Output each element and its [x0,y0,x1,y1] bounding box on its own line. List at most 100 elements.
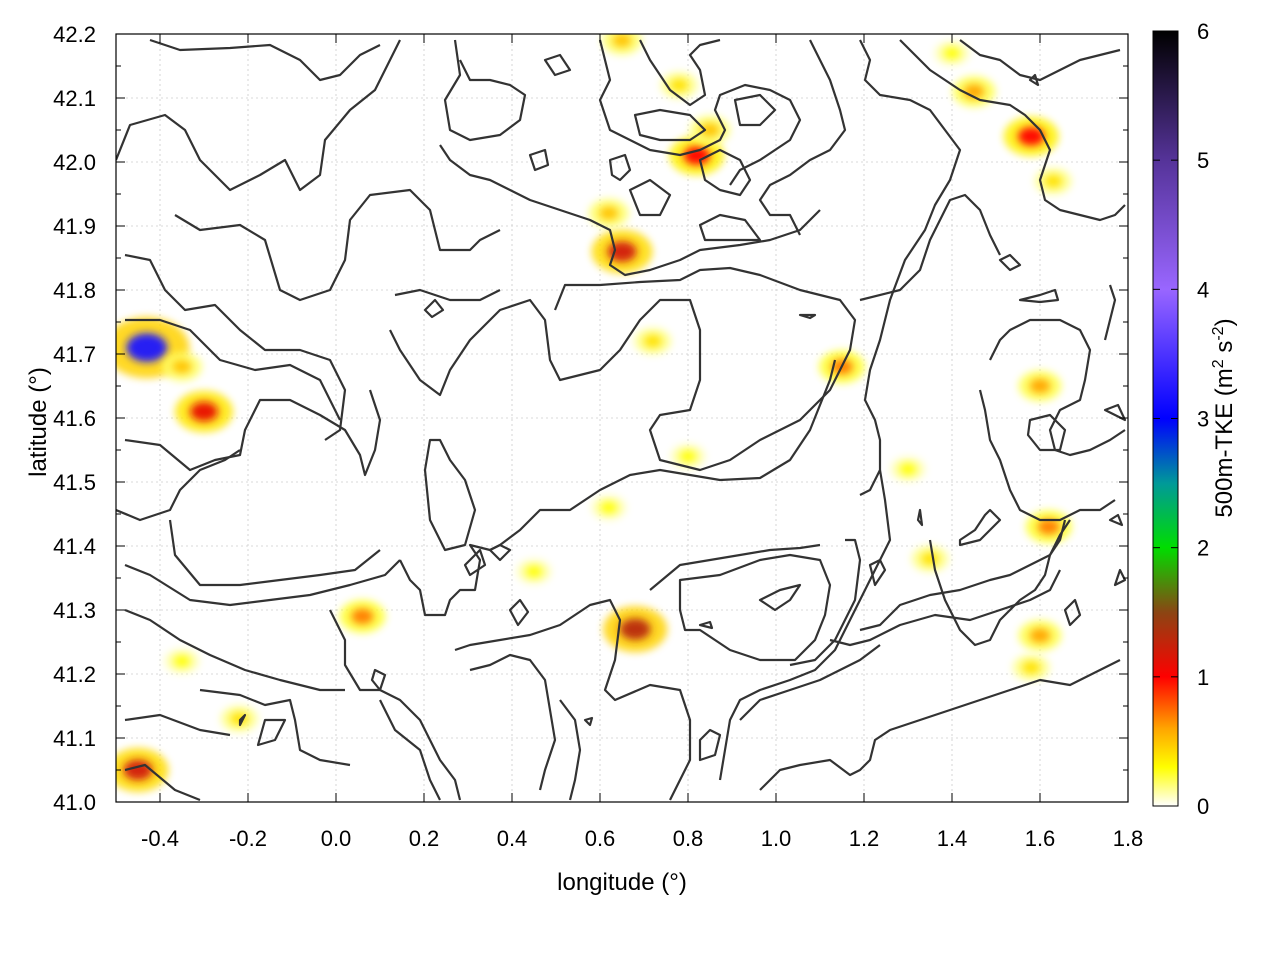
y-tick-label: 41.5 [53,470,96,495]
colorbar-tick-label: 5 [1197,148,1209,173]
y-tick-label: 41.8 [53,278,96,303]
contour-line [238,713,247,727]
axis-ticks [116,33,1129,803]
tke-hotspot [599,206,619,220]
tke-hotspot [921,552,939,566]
tke-hotspot [172,360,192,374]
contour-line [543,53,572,77]
x-tick-label: 1.6 [1025,826,1056,851]
contour-line [998,253,1022,272]
contour-line [1028,73,1040,87]
contour-line [718,469,892,781]
tke-hotspot [190,401,218,422]
y-tick-labels: 41.0 41.1 41.2 41.3 41.4 41.5 41.6 41.7 … [53,22,96,815]
contour-line [798,313,817,320]
contour-line [439,144,821,277]
contour-line [256,718,287,747]
colorbar-tick-label: 3 [1197,407,1209,432]
y-tick-label: 42.1 [53,86,96,111]
tke-field [116,34,1072,792]
y-tick-label: 42.0 [53,150,96,175]
tke-hotspot [612,34,632,48]
colorbar-title-sup1: 2 [1210,359,1227,368]
contour-line [463,548,487,577]
tke-hotspot [683,146,710,165]
colorbar-title-sup2: -2 [1210,326,1227,340]
tke-hotspot [643,334,662,348]
contour-line [1103,403,1127,422]
y-tick-label: 41.2 [53,662,96,687]
gridlines [116,33,1129,803]
contour-line [1018,288,1060,304]
contour-line [639,38,721,107]
y-tick-label: 42.2 [53,22,96,47]
x-tick-label: 1.4 [937,826,968,851]
contour-line [370,668,387,692]
colorbar-title-end: ) [1211,318,1238,326]
x-tick-label: -0.4 [141,826,179,851]
y-tick-label: 41.1 [53,726,96,751]
x-tick-label: 1.2 [849,826,880,851]
x-tick-label: 0.0 [321,826,352,851]
contour-line [859,519,1067,632]
contour-line [633,108,707,142]
colorbar-tick-label: 1 [1197,665,1209,690]
tke-hotspot [1017,127,1045,146]
contour-line [454,598,692,801]
contour-line [758,39,847,236]
x-tick-label: 0.2 [409,826,440,851]
contour-line [124,608,345,692]
contour-line [124,713,231,737]
tke-hotspot [1044,174,1063,188]
contour-line [598,39,802,186]
tke-hotspot [173,655,191,667]
y-tick-label: 41.6 [53,406,96,431]
colorbar-tick-label: 0 [1197,794,1209,819]
contour-line [698,620,714,630]
x-tick-label: 0.6 [585,826,616,851]
colorbar-ticks [1153,30,1178,807]
tke-hotspot [899,463,917,475]
contour-line [649,543,821,591]
y-tick-label: 41.9 [53,214,96,239]
y-tick-label: 41.7 [53,342,96,367]
contour-line [394,288,501,302]
colorbar-tick-label: 2 [1197,536,1209,561]
x-axis-title: longitude (°) [557,869,687,896]
contour-line [389,266,857,472]
contour-line [116,39,401,192]
y-tick-label: 41.4 [53,534,96,559]
contour-line [698,213,762,242]
x-tick-label: -0.2 [229,826,267,851]
contour-line [116,449,241,522]
contour-line [899,39,1126,222]
contour-line [1063,598,1082,627]
tke-hotspot [1029,378,1051,394]
y-tick-label: 41.3 [53,598,96,623]
contour-line [959,39,1121,82]
contour-line [759,659,1121,791]
contour-line [1108,513,1124,527]
contour-line [124,389,382,477]
tke-hotspot [1029,628,1051,643]
contour-line [859,193,1001,302]
contour-line [443,39,527,142]
contour-line [168,519,381,587]
tke-hotspot [943,47,961,59]
terrain-contours [116,38,1127,802]
x-tick-label: 0.4 [497,826,528,851]
x-tick-label: 0.8 [673,826,704,851]
contour-line [423,438,477,552]
contour-line [958,508,1002,547]
y-tick-label: 41.0 [53,790,96,815]
contour-line [678,553,832,662]
contour-line [559,699,582,801]
colorbar-title-mid: s [1211,341,1238,360]
colorbar-title: 500m-TKE (m2 s-2) [1210,318,1238,517]
contour-line [124,559,401,607]
contour-line [989,318,1126,457]
x-tick-labels: -0.4 -0.2 0.0 0.2 0.4 0.6 0.8 1.0 1.2 1.… [141,826,1143,851]
contour-line [199,688,351,767]
contour-line [628,178,672,217]
